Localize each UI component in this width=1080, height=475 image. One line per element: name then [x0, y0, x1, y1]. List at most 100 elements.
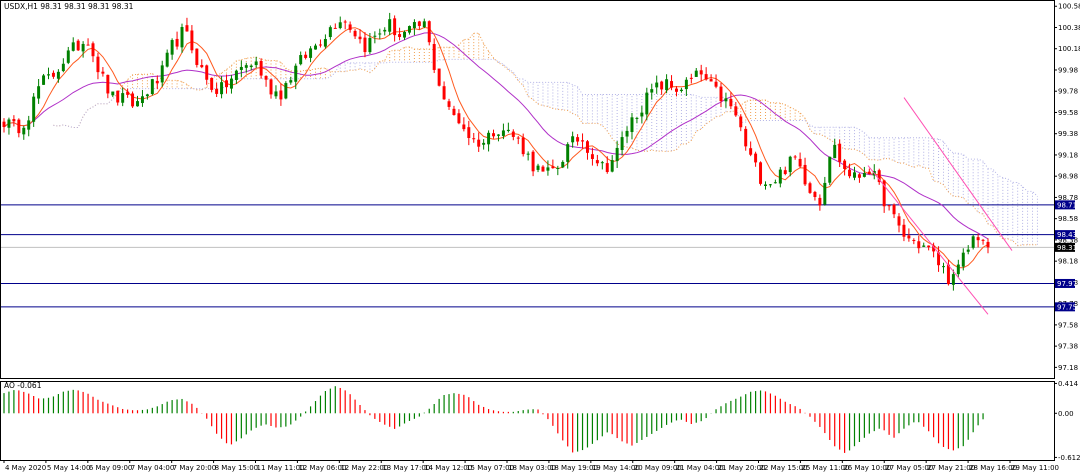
time-tick-label: 21 May 20:00 [718, 464, 766, 472]
price-tag-bg [1055, 230, 1075, 240]
candle [284, 81, 288, 100]
candle-body [403, 31, 407, 38]
candle [665, 74, 669, 94]
candle [897, 213, 901, 233]
time-tick-label: 18 May 03:00 [508, 464, 556, 472]
candle-body [259, 60, 263, 76]
candle-body [368, 37, 372, 53]
candle [754, 151, 758, 167]
candle [299, 51, 303, 66]
candle-body [373, 35, 377, 37]
candle-body [249, 65, 253, 68]
candle-body [813, 191, 817, 197]
horizontal-levels [0, 204, 1054, 308]
candle [388, 12, 392, 36]
time-tick-label: 25 May 11:00 [801, 464, 849, 472]
candle-body [709, 79, 713, 82]
ma-slow-line [3, 32, 989, 240]
price-tag-bg [1055, 278, 1075, 288]
candle [956, 259, 960, 278]
candle [442, 81, 446, 100]
candle-body [808, 183, 812, 193]
time-tick-label: 18 May 19:00 [550, 464, 598, 472]
time-tick-label: 20 May 09:00 [634, 464, 682, 472]
candle [966, 245, 970, 255]
candle-body [630, 117, 634, 133]
candle-body [412, 22, 416, 29]
candle-body [47, 74, 50, 76]
candle-body [506, 129, 510, 131]
candle-body [882, 180, 886, 207]
candle [541, 165, 545, 172]
candle-body [165, 52, 169, 67]
candle [566, 142, 570, 169]
candle [546, 160, 550, 176]
time-tick-label: 27 May 21:00 [927, 464, 975, 472]
candle-body [190, 30, 194, 51]
candle-body [961, 252, 965, 267]
candle-body [121, 93, 125, 103]
candle-body [195, 48, 199, 65]
candle-body [487, 132, 491, 145]
candle-body [244, 65, 248, 68]
candle-body [304, 54, 308, 58]
candle [269, 78, 273, 99]
candle [927, 245, 931, 251]
candle-body [551, 166, 555, 169]
time-tick-label: 12 May 22:00 [340, 464, 388, 472]
candle [111, 91, 115, 98]
candle-body [106, 74, 110, 94]
candle-body [689, 77, 693, 79]
candle-body [684, 79, 688, 90]
candle-body [956, 264, 960, 275]
candle-body [620, 137, 624, 150]
time-tick-label: 28 May 16:00 [969, 464, 1017, 472]
candle-body [976, 237, 980, 241]
candle-body [650, 89, 654, 93]
price-tag-label: 98.71 [1057, 201, 1077, 209]
candle [289, 76, 293, 85]
candle [264, 75, 268, 87]
candle-body [590, 154, 594, 159]
candle [215, 82, 219, 97]
candle [719, 82, 723, 108]
candle [788, 155, 792, 177]
candle-body [86, 44, 90, 46]
candlesticks [2, 12, 990, 291]
candle [768, 184, 772, 188]
candle [971, 234, 975, 250]
price-tag-label: 97.75 [1057, 303, 1077, 311]
candle-body [432, 44, 436, 70]
candle-body [472, 138, 476, 140]
candle [946, 259, 950, 286]
candle [373, 31, 377, 44]
time-tick-label: 19 May 14:00 [592, 464, 640, 472]
candle [170, 38, 174, 60]
candle [813, 190, 817, 201]
candle [749, 141, 753, 157]
candle [12, 115, 16, 127]
candle [660, 80, 664, 95]
candle-body [610, 160, 614, 172]
candle [348, 21, 352, 33]
candle [694, 67, 698, 77]
candle [239, 60, 243, 78]
time-tick-label: 5 May 14:00 [47, 464, 91, 472]
candle [630, 112, 634, 140]
candle [126, 88, 130, 98]
candle [378, 28, 382, 40]
candle-body [986, 241, 990, 248]
candle-body [818, 197, 822, 206]
candle-body [927, 245, 931, 248]
candle [160, 60, 164, 87]
candle-body [388, 19, 392, 32]
time-tick-label: 13 May 17:00 [382, 464, 430, 472]
candle [709, 74, 713, 82]
candle [867, 168, 871, 175]
price-tag-bg [1055, 302, 1075, 312]
candle [7, 117, 11, 135]
candle [655, 75, 659, 94]
